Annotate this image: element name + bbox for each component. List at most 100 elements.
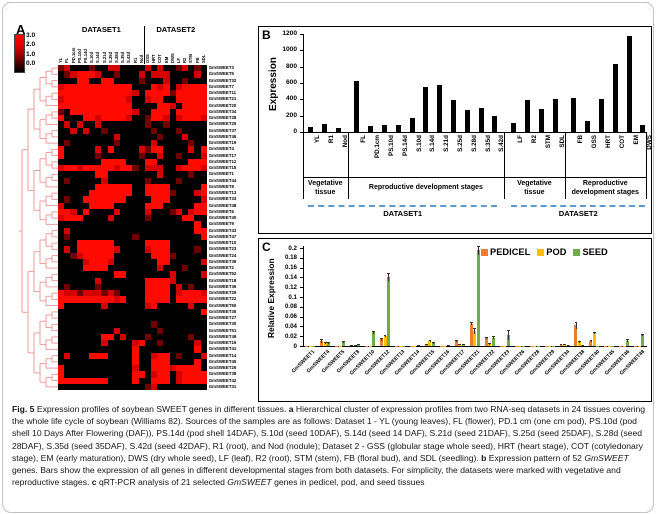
error-bar-cap: [342, 340, 346, 342]
x-axis-line: [303, 346, 647, 347]
expression-bar: [552, 98, 558, 132]
heatmap-cell: [194, 121, 201, 128]
heatmap-cell: [151, 240, 158, 247]
heatmap-cell: [58, 208, 65, 216]
heatmap-cell: [200, 346, 208, 353]
heatmap-cell: [163, 290, 170, 297]
tissue-group-label: Vegetative tissue: [303, 178, 348, 199]
qpcr-bar: [461, 344, 465, 346]
heatmap-cell: [70, 302, 77, 310]
heatmap-cell: [76, 221, 84, 228]
heatmap-cell: [82, 158, 90, 166]
heatmap-cell: [169, 265, 177, 272]
heatmap-cell: [101, 308, 108, 316]
heatmap-cell: [175, 377, 183, 385]
heatmap-cell: [89, 115, 96, 122]
heatmap-cell: [107, 71, 115, 78]
heatmap-cell: [95, 233, 102, 241]
heatmap-cell: [144, 227, 152, 235]
heatmap-cell: [76, 321, 84, 328]
heatmap-cell: [58, 190, 65, 197]
heatmap-cell: [64, 333, 71, 341]
heatmap-cell: [120, 258, 127, 266]
heatmap-cell: [70, 315, 77, 322]
expression-bar: [478, 107, 484, 132]
heatmap-cell: [138, 177, 146, 185]
heatmap-cell: [144, 165, 152, 172]
heatmap-cell: [120, 202, 127, 210]
heatmap-cell: [138, 221, 146, 228]
heatmap-cell: [175, 283, 183, 291]
heatmap-cell: [194, 302, 201, 310]
heatmap-cell: [182, 290, 189, 297]
heatmap-cell: [101, 227, 108, 235]
panel-b-label: B: [262, 28, 271, 42]
heatmap-cell: [126, 371, 133, 378]
heatmap-cell: [113, 183, 121, 191]
heatmap-cell: [188, 340, 195, 347]
tissue-x-label: S.10d: [415, 135, 423, 152]
heatmap-cell: [70, 296, 77, 303]
heatmap-cell: [175, 271, 183, 278]
heatmap-cell: [64, 190, 71, 197]
heatmap-cell: [76, 196, 84, 203]
heatmap-cell: [101, 133, 108, 141]
heatmap-cell: [58, 227, 65, 235]
heatmap-cell: [58, 108, 65, 116]
heatmap-cell: [95, 115, 102, 122]
heatmap-cell: [64, 127, 71, 135]
caption-segment: genes. Bars show the expression of all g…: [12, 465, 621, 488]
y-tick-mark: [300, 277, 303, 279]
qpcr-bar: [641, 334, 645, 346]
heatmap-cell: [144, 127, 152, 135]
heatmap-cell: [95, 358, 102, 366]
heatmap-cell: [169, 365, 177, 372]
heatmap-cell: [89, 83, 96, 91]
heatmap-cell: [157, 271, 164, 278]
heatmap-cell: [138, 96, 146, 103]
heatmap-cell: [89, 140, 96, 147]
y-tick-mark: [300, 306, 303, 308]
heatmap-cell: [70, 77, 77, 85]
heatmap-cell: [144, 215, 152, 222]
heatmap-cell: [82, 121, 90, 128]
heatmap-cell: [194, 96, 201, 103]
heatmap-cell: [82, 133, 90, 141]
heatmap-cell: [144, 183, 152, 191]
heatmap-cell: [144, 296, 152, 303]
heatmap-cell: [188, 365, 195, 372]
heatmap-cell: [58, 77, 65, 85]
heatmap-cell: [188, 71, 195, 78]
heatmap-cell: [89, 215, 96, 222]
heatmap-cell: [70, 202, 77, 210]
heatmap-cell: [194, 352, 201, 360]
heatmap-cell: [157, 283, 164, 291]
heatmap-cell: [157, 227, 164, 235]
heatmap-cell: [200, 177, 208, 185]
heatmap-cell: [200, 102, 208, 110]
heatmap-cell: [82, 71, 90, 78]
heatmap-cell: [194, 227, 201, 235]
heatmap-cell: [76, 315, 84, 322]
qpcr-bar: [342, 341, 346, 346]
gene-row-label: GmSWEET20: [208, 102, 237, 108]
gene-row-label: GmSWEET11: [208, 90, 237, 95]
heatmap-cell: [76, 296, 84, 303]
heatmap-cell: [113, 77, 121, 85]
heatmap-cell: [188, 252, 195, 260]
heatmap-cell: [120, 333, 127, 341]
heatmap-cell: [76, 96, 84, 103]
heatmap-cell: [101, 215, 108, 222]
heatmap-cell: [70, 271, 77, 278]
heatmap-cell: [194, 183, 201, 191]
heatmap-cell: [132, 215, 139, 222]
heatmap-cell: [95, 183, 102, 191]
y-tick-label: 0: [293, 342, 297, 350]
heatmap-cell: [157, 321, 164, 328]
heatmap-cell: [70, 215, 77, 222]
heatmap-cell: [182, 352, 189, 360]
heatmap-cell: [120, 77, 127, 85]
heatmap-cell: [194, 265, 201, 272]
group-separator-line: [564, 132, 566, 199]
heatmap-cell: [113, 65, 121, 72]
